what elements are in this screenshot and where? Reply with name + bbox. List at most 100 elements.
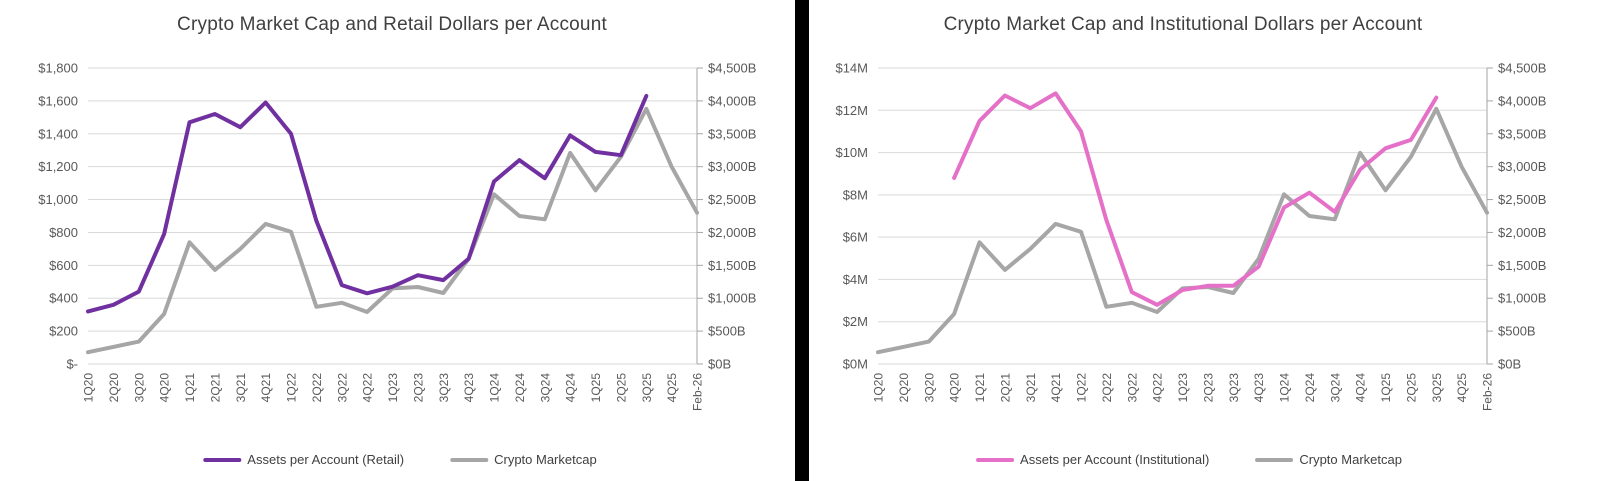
x-axis-label: 3Q21 [1024, 373, 1038, 403]
marketcap-line-swatch [1255, 457, 1294, 462]
y-axis-label-left: $1,600 [38, 93, 78, 108]
y-axis-label-right: $3,500B [708, 126, 756, 141]
legend-item-marketcap-2: Crypto Marketcap [1255, 452, 1402, 467]
y-axis-label-left: $0M [843, 357, 868, 372]
x-axis-label: 2Q23 [1201, 373, 1215, 403]
x-axis-label: 1Q22 [1075, 373, 1089, 403]
retail-chart-plot: $1,800 $1,600 $1,400 $1,200 $1,000 $800 $600 $4… [38, 61, 756, 412]
legend-label-marketcap: Crypto Marketcap [494, 452, 597, 467]
x-axis-label: 4Q25 [1455, 373, 1469, 403]
panel-divider [795, 0, 809, 481]
y-axis-label-right: $500B [1498, 324, 1536, 339]
x-axis-label: 2Q20 [107, 373, 121, 403]
x-axis-label: 4Q24 [1354, 373, 1368, 403]
legend-label-marketcap-2: Crypto Marketcap [1299, 452, 1402, 467]
y-axis-label-left: $1,000 [38, 192, 78, 207]
x-axis-label: 1Q23 [1176, 373, 1190, 403]
y-axis-label-right: $2,000B [708, 225, 756, 240]
x-axis-label: 2Q21 [208, 373, 222, 403]
y-axis-label-left: $1,800 [38, 61, 78, 76]
y-axis-label-left: $12M [835, 103, 868, 118]
x-axis-label: 3Q21 [234, 373, 248, 403]
x-axis-label: 1Q21 [973, 373, 987, 403]
x-axis-label: 1Q25 [589, 373, 603, 403]
y-axis-label-right: $4,500B [1498, 61, 1546, 76]
y-axis-label-left: $2M [843, 314, 868, 329]
x-axis-label: 3Q23 [1227, 373, 1241, 403]
x-axis-label: 1Q24 [1278, 373, 1292, 403]
retail-chart-panel: Crypto Market Cap and Retail Dollars per… [0, 0, 795, 481]
x-axis-label: Feb-26 [1481, 373, 1495, 411]
marketcap-line-swatch [450, 457, 489, 462]
retail-chart-legend: Assets per Account (Retail) Crypto Marke… [203, 452, 597, 467]
y-axis-label-left: $8M [843, 187, 868, 202]
x-axis-label: 4Q22 [1151, 373, 1165, 403]
y-axis-label-left: $- [66, 357, 78, 372]
y-axis-label-right: $3,500B [1498, 126, 1546, 141]
legend-item-retail: Assets per Account (Retail) [203, 452, 404, 467]
institutional-chart-panel: Crypto Market Cap and Institutional Doll… [809, 0, 1600, 481]
y-axis-label-right: $2,500B [1498, 192, 1546, 207]
y-axis-label-right: $4,000B [708, 93, 756, 108]
retail-chart-title: Crypto Market Cap and Retail Dollars per… [177, 14, 607, 35]
y-axis-label-right: $1,000B [1498, 291, 1546, 306]
x-axis-label: 4Q21 [1049, 373, 1063, 403]
institutional-line-swatch [976, 457, 1015, 462]
institutional-chart-plot: $14M $12M $10M $8M $6M $4M $2M $0M $4,500B $4,000… [835, 61, 1546, 412]
y-axis-label-right: $500B [708, 324, 746, 339]
x-axis-label: 3Q25 [640, 373, 654, 403]
x-axis-label: 3Q24 [538, 373, 552, 403]
y-axis-label-right: $4,000B [1498, 93, 1546, 108]
y-axis-label-left: $400 [49, 291, 78, 306]
legend-item-institutional: Assets per Account (Institutional) [976, 452, 1209, 467]
x-axis-label: 3Q20 [922, 373, 936, 403]
x-axis-label: Feb-26 [691, 373, 705, 411]
y-axis-label-right: $4,500B [708, 61, 756, 76]
x-axis-label: 1Q21 [183, 373, 197, 403]
y-axis-label-right: $0B [708, 357, 731, 372]
x-axis-label: 2Q22 [1100, 373, 1114, 403]
x-axis-label: 2Q24 [1303, 373, 1317, 403]
y-axis-label-left: $1,400 [38, 126, 78, 141]
x-axis-label: 3Q25 [1430, 373, 1444, 403]
x-axis-label: 2Q24 [513, 373, 527, 403]
x-axis-label: 1Q23 [386, 373, 400, 403]
x-axis-label: 4Q22 [361, 373, 375, 403]
y-axis-label-right: $1,500B [1498, 258, 1546, 273]
y-axis-label-right: $2,000B [1498, 225, 1546, 240]
x-axis-label: 1Q24 [488, 373, 502, 403]
x-axis-label: 4Q23 [462, 373, 476, 403]
legend-label-institutional: Assets per Account (Institutional) [1020, 452, 1210, 467]
series-line-crypto-marketcap [86, 106, 699, 355]
institutional-chart-legend: Assets per Account (Institutional) Crypt… [976, 452, 1402, 467]
y-axis-label-right: $0B [1498, 357, 1521, 372]
y-axis-label-left: $14M [835, 61, 868, 76]
y-axis-label-right: $3,000B [1498, 159, 1546, 174]
x-axis-label: 3Q22 [335, 373, 349, 403]
y-axis-label-left: $800 [49, 225, 78, 240]
x-axis-label: 2Q22 [310, 373, 324, 403]
x-axis-label: 1Q22 [285, 373, 299, 403]
x-axis-label: 3Q24 [1328, 373, 1342, 403]
x-axis-label: 1Q20 [872, 373, 886, 403]
x-axis-label: 2Q20 [897, 373, 911, 403]
y-axis-label-left: $6M [843, 230, 868, 245]
x-axis-label: 4Q20 [158, 373, 172, 403]
y-axis-label-left: $10M [835, 145, 868, 160]
y-axis-label-left: $1,200 [38, 159, 78, 174]
y-axis-label-left: $200 [49, 324, 78, 339]
retail-line-swatch [203, 457, 242, 462]
x-axis-label: 3Q23 [437, 373, 451, 403]
legend-label-retail: Assets per Account (Retail) [247, 452, 405, 467]
x-axis-label: 2Q25 [614, 373, 628, 403]
legend-item-marketcap: Crypto Marketcap [450, 452, 597, 467]
x-axis-label: 2Q25 [1404, 373, 1418, 403]
x-axis-label: 1Q25 [1379, 373, 1393, 403]
series-line-assets-per-account-institutional [952, 91, 1439, 307]
y-axis-label-right: $1,000B [708, 291, 756, 306]
x-axis-label: 4Q25 [665, 373, 679, 403]
x-axis-label: 4Q20 [948, 373, 962, 403]
x-axis-label: 3Q22 [1125, 373, 1139, 403]
series-line-assets-per-account-retail [86, 94, 649, 314]
y-axis-label-left: $600 [49, 258, 78, 273]
